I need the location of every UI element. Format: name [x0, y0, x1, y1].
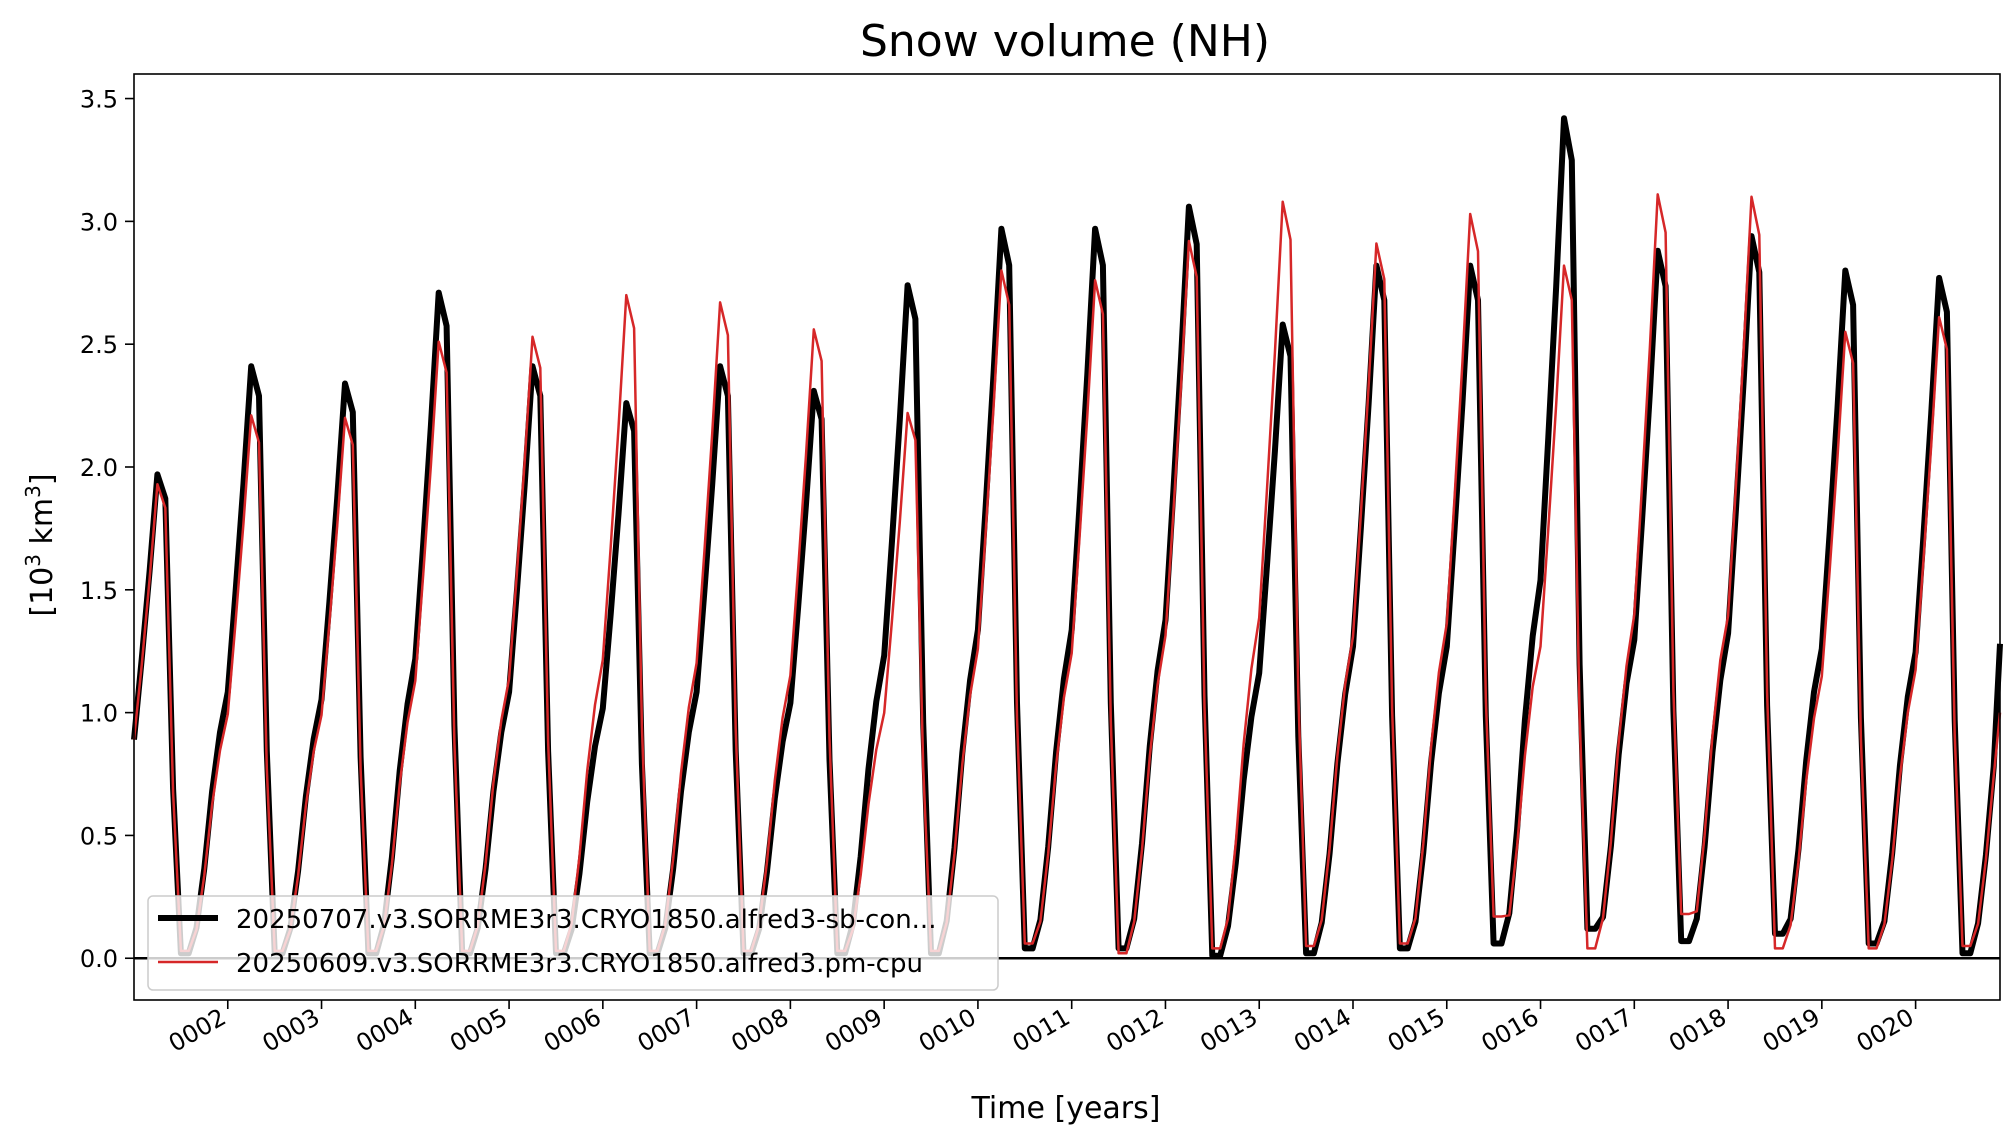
x-tick-label: 0004	[351, 1003, 418, 1058]
x-tick-label: 0018	[1664, 1003, 1731, 1058]
axes-frame-rect	[133, 73, 2001, 1001]
series-layer	[131, 115, 2003, 959]
x-tick-label: 0011	[1008, 1003, 1075, 1058]
x-tick-label: 0007	[633, 1003, 700, 1058]
x-tick-label: 0008	[726, 1003, 793, 1058]
x-tick-label: 0015	[1383, 1003, 1450, 1058]
x-axis: 0002 0003 0004 0005 0006 0007 0008 0009 0010 0011…	[164, 1000, 1919, 1058]
y-axis: 0.0 0.5 1.0 1.5 2.0 2.5 3.0 3.5	[80, 86, 134, 973]
x-tick-label: 0020	[1852, 1003, 1919, 1058]
x-tick-label: 0019	[1758, 1003, 1825, 1058]
legend-label-series-2: 20250609.v3.SORRME3r3.CRYO1850.alfred3.p…	[236, 949, 923, 979]
y-axis-label: [103 km3]	[21, 473, 60, 616]
series-line-2	[132, 193, 2002, 955]
y-axis-label-end: ]	[25, 473, 60, 485]
series-line-1	[131, 115, 2003, 959]
y-tick-label: 2.5	[80, 331, 118, 359]
x-tick-label: 0010	[914, 1003, 981, 1058]
y-axis-label-base: [10	[25, 567, 60, 617]
y-axis-label-exp2: 3	[21, 485, 45, 498]
x-tick-label: 0002	[164, 1003, 231, 1058]
y-tick-label: 1.5	[80, 577, 118, 605]
x-tick-label: 0006	[539, 1003, 606, 1058]
x-tick-label: 0005	[445, 1003, 512, 1058]
x-axis-label: Time [years]	[971, 1091, 1161, 1126]
x-tick-label: 0017	[1570, 1003, 1637, 1058]
legend-box	[147, 895, 999, 991]
y-tick-label: 0.0	[80, 945, 118, 973]
y-tick-label: 1.0	[80, 700, 118, 728]
plot-area	[134, 74, 2000, 1000]
y-axis-label-exp: 3	[21, 554, 45, 567]
axes-frame	[133, 73, 2001, 1001]
x-tick-label: 0014	[1289, 1003, 1356, 1058]
legend-label-series-1: 20250707.v3.SORRME3r3.CRYO1850.alfred3-s…	[236, 905, 936, 935]
y-tick-label: 3.5	[80, 86, 118, 114]
x-tick-label: 0003	[258, 1003, 325, 1058]
x-tick-label: 0016	[1477, 1003, 1544, 1058]
y-tick-label: 2.0	[80, 454, 118, 482]
y-tick-label: 0.5	[80, 822, 118, 850]
plot-background	[134, 74, 2000, 1000]
x-tick-label: 0013	[1195, 1003, 1262, 1058]
y-tick-label: 3.0	[80, 208, 118, 236]
x-tick-label: 0009	[820, 1003, 887, 1058]
legend: 20250707.v3.SORRME3r3.CRYO1850.alfred3-s…	[147, 895, 999, 991]
y-axis-label-mid: km	[25, 498, 60, 554]
x-tick-label: 0012	[1102, 1003, 1169, 1058]
chart-title: Snow volume (NH)	[860, 16, 1270, 67]
